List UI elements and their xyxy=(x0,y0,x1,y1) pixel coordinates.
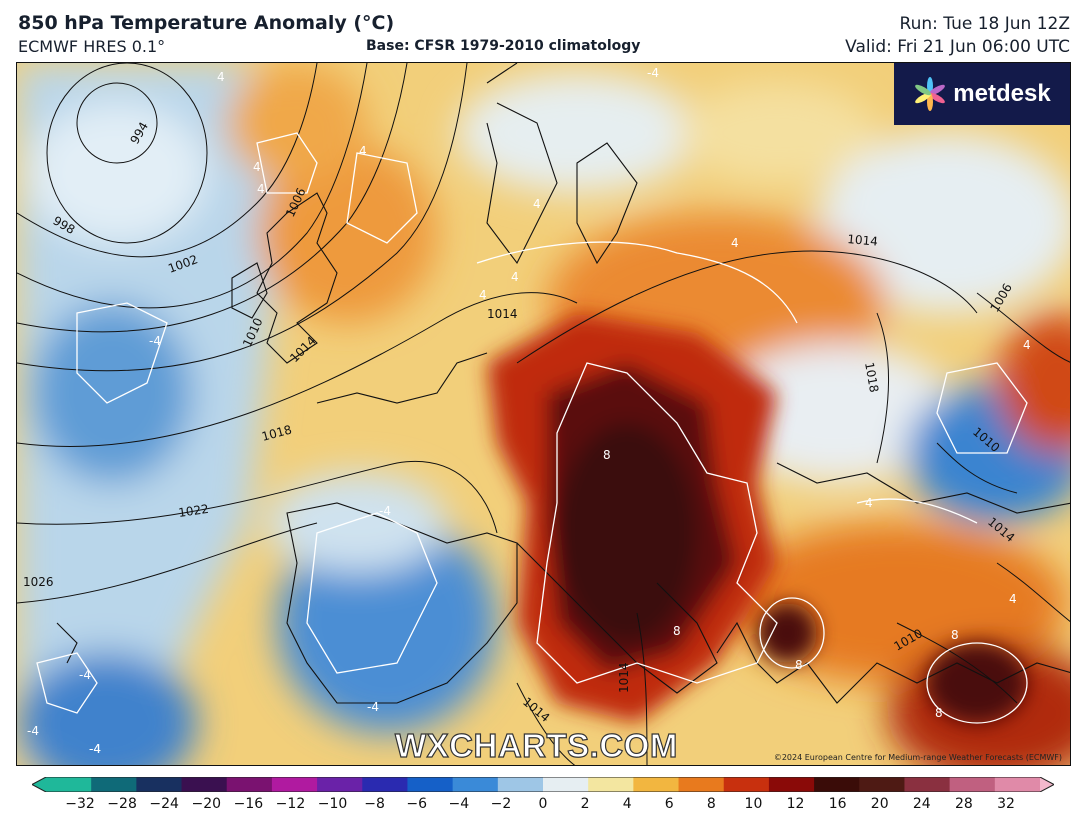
isobar-label: 1018 xyxy=(862,361,881,394)
anomaly-label: -4 xyxy=(367,700,379,714)
anomaly-label: -4 xyxy=(89,742,101,756)
colorbar-tick-label: 2 xyxy=(580,796,590,812)
colorbar-segment xyxy=(136,777,183,792)
anomaly-label: 4 xyxy=(1009,592,1017,606)
base-label: Base: CFSR 1979-2010 climatology xyxy=(366,38,641,54)
colorbar-tick-label: −24 xyxy=(149,796,179,812)
isobar-label: 1026 xyxy=(23,575,54,589)
anomaly-label: -4 xyxy=(149,334,161,348)
anomaly-map: 994 998 1002 1006 1010 1014 1014 1018 10… xyxy=(17,63,1070,765)
colorbar-max-arrow xyxy=(1040,777,1054,792)
run-label: Run: Tue 18 Jun 12Z xyxy=(899,14,1070,34)
colorbar-segment xyxy=(497,777,544,792)
model-label: ECMWF HRES 0.1° xyxy=(18,37,166,56)
anomaly-label: -4 xyxy=(79,668,91,682)
colorbar-segment xyxy=(181,777,228,792)
anomaly-label: 4 xyxy=(533,197,541,211)
metdesk-logo: metdesk xyxy=(894,63,1070,125)
colorbar-segment xyxy=(362,777,408,792)
colorbar-segment xyxy=(678,777,725,792)
anomaly-label: 4 xyxy=(359,144,367,158)
colorbar-segment xyxy=(633,777,680,792)
copyright-notice: ©2024 European Centre for Medium-range W… xyxy=(773,753,1062,762)
chart-title: 850 hPa Temperature Anomaly (°C) xyxy=(18,12,395,34)
metdesk-flower-icon xyxy=(915,77,946,111)
colorbar-tick-label: 12 xyxy=(786,796,805,812)
anomaly-label: 4 xyxy=(1023,338,1031,352)
colorbar-segment xyxy=(859,777,905,792)
anomaly-label: -4 xyxy=(89,742,101,756)
colorbar-segment xyxy=(407,777,454,792)
isobar-label: 1022 xyxy=(177,502,209,520)
colorbar xyxy=(32,777,1054,792)
colorbar-segment xyxy=(271,777,318,792)
colorbar-tick-label: −32 xyxy=(65,796,95,812)
anomaly-label: 8 xyxy=(951,628,959,642)
anomaly-label: 4 xyxy=(253,160,261,174)
anomaly-label: 8 xyxy=(935,706,943,720)
isobar-label: 1014 xyxy=(487,307,518,321)
colorbar-tick-label: −4 xyxy=(448,796,470,812)
anomaly-label: 8 xyxy=(673,624,681,638)
colorbar-tick-label: −2 xyxy=(490,796,512,812)
colorbar-segment xyxy=(994,777,1041,792)
colorbar-tick-label: 10 xyxy=(744,796,763,812)
map-panel[interactable]: 994 998 1002 1006 1010 1014 1014 1018 10… xyxy=(16,62,1071,766)
colorbar-segment xyxy=(723,777,770,792)
valid-label: Valid: Fri 21 Jun 06:00 UTC xyxy=(845,37,1070,57)
colorbar-tick-label: −20 xyxy=(191,796,222,812)
anomaly-label: -4 xyxy=(647,66,659,80)
colorbar-segment xyxy=(588,777,634,792)
colorbar-tick-label: −6 xyxy=(406,796,428,812)
anomaly-label: 4 xyxy=(731,236,739,250)
colorbar-tick-label: 20 xyxy=(870,796,889,812)
colorbar-tick-label: 16 xyxy=(828,796,847,812)
colorbar-segment xyxy=(904,777,951,792)
anomaly-label: 8 xyxy=(795,658,803,672)
colorbar-tick-label: −12 xyxy=(275,796,306,812)
anomaly-label: 4 xyxy=(217,70,225,84)
colorbar-segment xyxy=(91,777,137,792)
colorbar-tick-label: 4 xyxy=(622,796,632,812)
colorbar-segment xyxy=(768,777,815,792)
colorbar-tick-label: 28 xyxy=(954,796,973,812)
colorbar-segment xyxy=(543,777,589,792)
colorbar-segment xyxy=(452,777,499,792)
anomaly-label: 4 xyxy=(865,496,873,510)
colorbar-segment xyxy=(317,777,363,792)
colorbar-segment xyxy=(814,777,860,792)
colorbar-tick-label: −10 xyxy=(317,796,348,812)
colorbar-tick-labels: −32 −28 −24 −20 −16 −12 −10 −8 −6 −4 −2 0 2 4 6 8 10 12 16… xyxy=(32,796,1054,816)
anomaly-label: 4 xyxy=(511,270,519,284)
colorbar-segment xyxy=(949,777,996,792)
anomaly-label: 4 xyxy=(479,288,487,302)
anomaly-label: 8 xyxy=(603,448,611,462)
colorbar-segment xyxy=(46,777,92,792)
colorbar-segment xyxy=(226,777,273,792)
colorbar-tick-label: 0 xyxy=(538,796,548,812)
anomaly-label: 4 xyxy=(257,182,265,196)
colorbar-tick-label: −16 xyxy=(233,796,264,812)
colorbar-tick-label: 8 xyxy=(706,796,716,812)
colorbar-min-arrow xyxy=(32,777,46,792)
anomaly-label: -4 xyxy=(379,504,391,518)
colorbar-tick-label: 32 xyxy=(997,796,1015,812)
isobar-label: 1014 xyxy=(617,662,631,693)
wxcharts-watermark: WXCHARTS.COM xyxy=(394,726,678,764)
anomaly-label: -4 xyxy=(27,724,39,738)
colorbar-tick-label: −28 xyxy=(107,796,137,812)
isobar-label: 1014 xyxy=(847,232,879,249)
colorbar-tick-label: −8 xyxy=(364,796,385,812)
colorbar-tick-label: 24 xyxy=(912,796,931,812)
metdesk-logo-text: metdesk xyxy=(953,80,1051,107)
colorbar-tick-label: 6 xyxy=(664,796,674,812)
